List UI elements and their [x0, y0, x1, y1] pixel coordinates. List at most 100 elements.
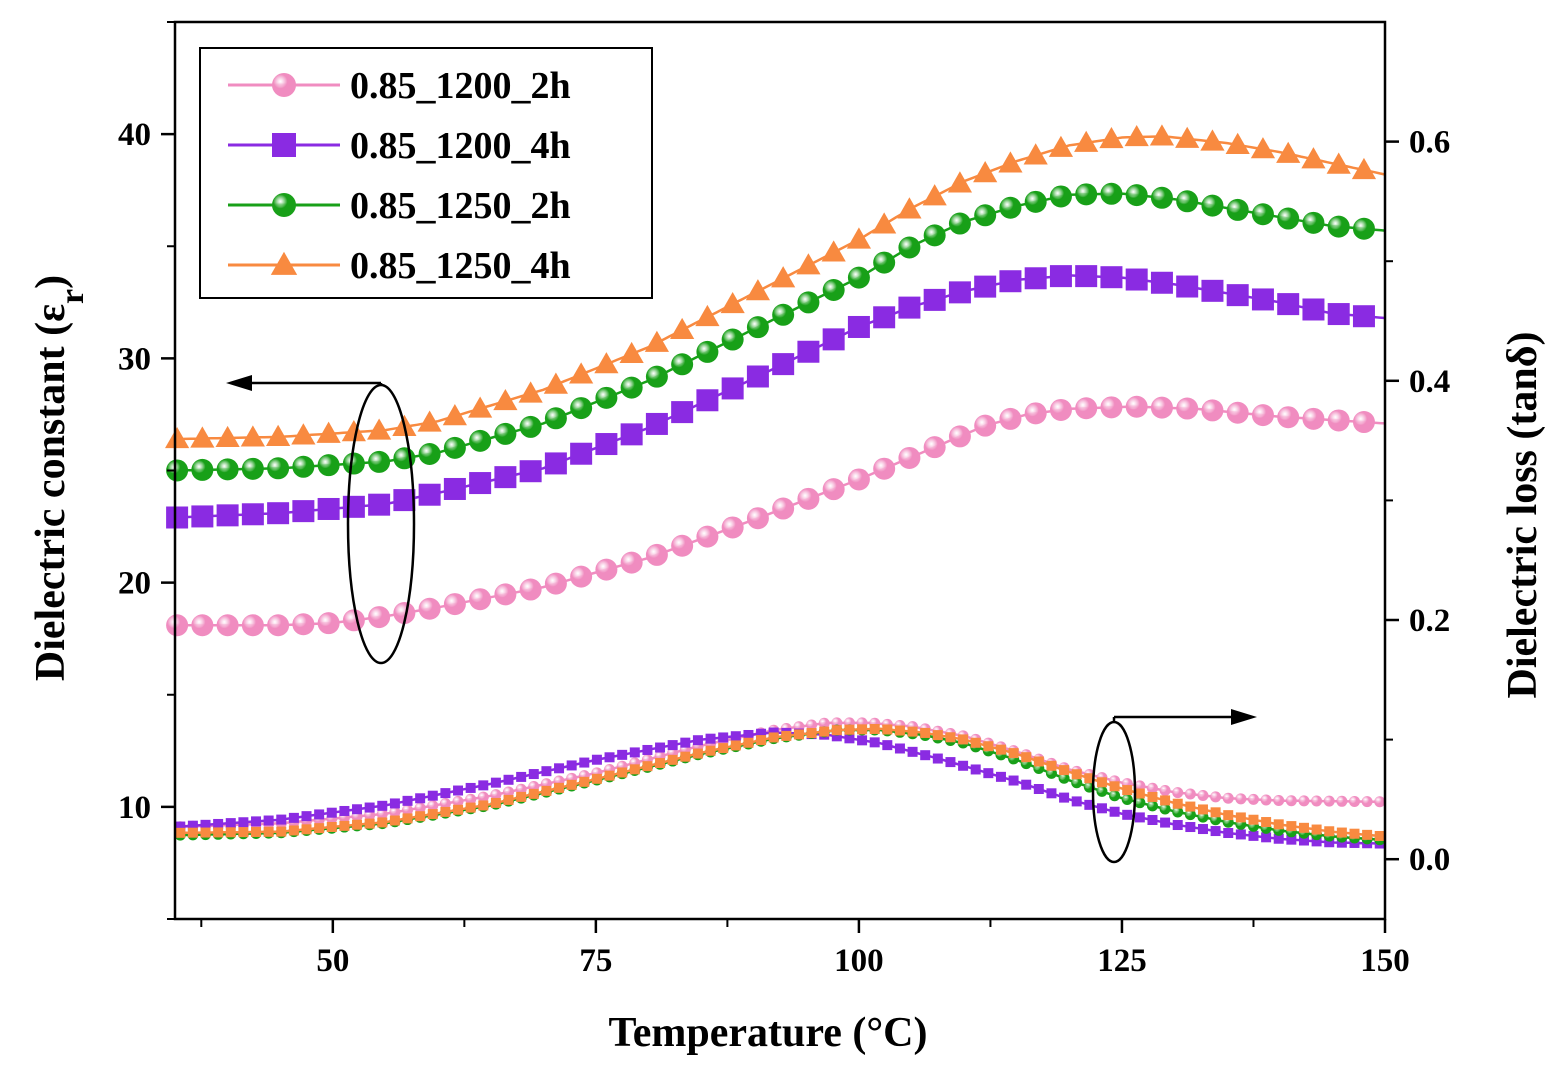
loss-marker-purple: [718, 732, 729, 743]
marker-orange: [417, 410, 442, 432]
loss-marker-purple: [970, 764, 981, 775]
loss-marker-orange: [389, 815, 400, 826]
x-axis-title: Temperature (°C): [609, 1010, 928, 1056]
loss-marker-orange: [200, 827, 211, 838]
marker-pink: [999, 407, 1022, 430]
loss-marker-orange: [427, 809, 438, 820]
loss-marker-orange: [478, 800, 489, 811]
loss-marker-purple: [490, 777, 501, 788]
marker-pink: [847, 468, 870, 491]
loss-marker-orange: [983, 741, 994, 752]
loss-marker-orange: [1273, 819, 1284, 830]
loss-marker-pink: [376, 808, 388, 820]
loss-marker-green: [1071, 777, 1083, 789]
marker-orange: [1326, 152, 1351, 174]
loss-marker-purple: [276, 814, 287, 825]
marker-purple: [696, 389, 719, 412]
loss-marker-orange: [453, 804, 464, 815]
loss-marker-purple: [1172, 820, 1183, 831]
loss-marker-orange: [958, 734, 969, 745]
loss-marker-purple: [1324, 837, 1335, 848]
y-tick-label: 10: [118, 790, 151, 826]
marker-green: [999, 196, 1022, 219]
legend-label-pink: 0.85_1200_2h: [350, 65, 571, 107]
y2-tick-label: 0.2: [1409, 603, 1450, 639]
loss-marker-orange: [238, 827, 249, 838]
marker-purple: [166, 506, 189, 529]
marker-green: [267, 457, 290, 480]
x-tick-label: 75: [579, 943, 612, 979]
loss-marker-purple: [604, 752, 615, 763]
marker-green: [1302, 211, 1325, 234]
loss-marker-purple: [869, 737, 880, 748]
marker-pink: [519, 578, 542, 601]
marker-purple: [645, 412, 668, 435]
marker-purple: [721, 377, 744, 400]
loss-marker-purple: [945, 757, 956, 768]
marker-orange: [796, 253, 821, 275]
marker-green: [368, 450, 391, 473]
loss-marker-orange: [894, 725, 905, 736]
loss-marker-purple: [389, 798, 400, 809]
marker-purple: [595, 433, 618, 456]
marker-purple: [1150, 271, 1173, 294]
marker-orange: [1074, 130, 1099, 152]
series-layer: [165, 124, 1386, 849]
marker-orange: [266, 424, 291, 446]
y-tick-label: 20: [118, 566, 151, 602]
legend-item-purple: 0.85_1200_4h: [228, 125, 571, 167]
loss-marker-purple: [1248, 830, 1259, 841]
loss-marker-pink: [465, 793, 477, 805]
marker-pink: [393, 602, 416, 625]
marker-green: [620, 376, 643, 399]
loss-marker-orange: [225, 827, 236, 838]
loss-marker-orange: [1324, 826, 1335, 837]
loss-marker-pink: [1210, 791, 1222, 803]
loss-marker-orange: [276, 826, 287, 837]
marker-orange: [493, 388, 518, 411]
marker-pink: [272, 73, 296, 97]
loss-marker-pink: [1247, 793, 1259, 805]
loss-marker-orange: [415, 811, 426, 822]
marker-purple: [494, 466, 517, 489]
loss-marker-orange: [642, 761, 653, 772]
marker-orange: [316, 421, 341, 443]
loss-marker-orange: [907, 726, 918, 737]
loss-marker-green: [1058, 772, 1070, 784]
marker-purple: [1302, 298, 1325, 321]
marker-purple: [267, 502, 290, 525]
marker-purple: [469, 472, 492, 495]
marker-purple: [1201, 279, 1224, 302]
marker-orange: [897, 197, 922, 219]
loss-marker-purple: [1046, 788, 1057, 799]
loss-marker-orange: [1248, 814, 1259, 825]
loss-marker-purple: [377, 800, 388, 811]
loss-marker-orange: [528, 788, 539, 799]
loss-marker-orange: [352, 819, 363, 830]
marker-orange: [695, 304, 720, 327]
marker-pink: [797, 487, 820, 510]
loss-marker-purple: [1235, 829, 1246, 840]
marker-orange: [1124, 124, 1149, 147]
loss-marker-orange: [339, 820, 350, 831]
marker-orange: [543, 372, 568, 394]
loss-marker-purple: [440, 788, 451, 799]
loss-marker-orange: [932, 730, 943, 741]
loss-marker-orange: [1172, 798, 1183, 809]
loss-line-pink: [174, 721, 1386, 829]
loss-marker-orange: [579, 776, 590, 787]
loss-marker-orange: [213, 827, 224, 838]
marker-green: [923, 224, 946, 247]
marker-pink: [1075, 397, 1098, 420]
x-tick-label: 100: [834, 943, 884, 979]
loss-marker-orange: [1336, 827, 1347, 838]
marker-purple: [342, 495, 365, 518]
marker-purple: [1352, 305, 1375, 328]
marker-green: [166, 459, 189, 482]
loss-marker-purple: [743, 729, 754, 740]
loss-marker-orange: [718, 743, 729, 754]
loss-marker-purple: [415, 793, 426, 804]
marker-orange: [1175, 126, 1200, 148]
marker-orange: [468, 396, 493, 418]
